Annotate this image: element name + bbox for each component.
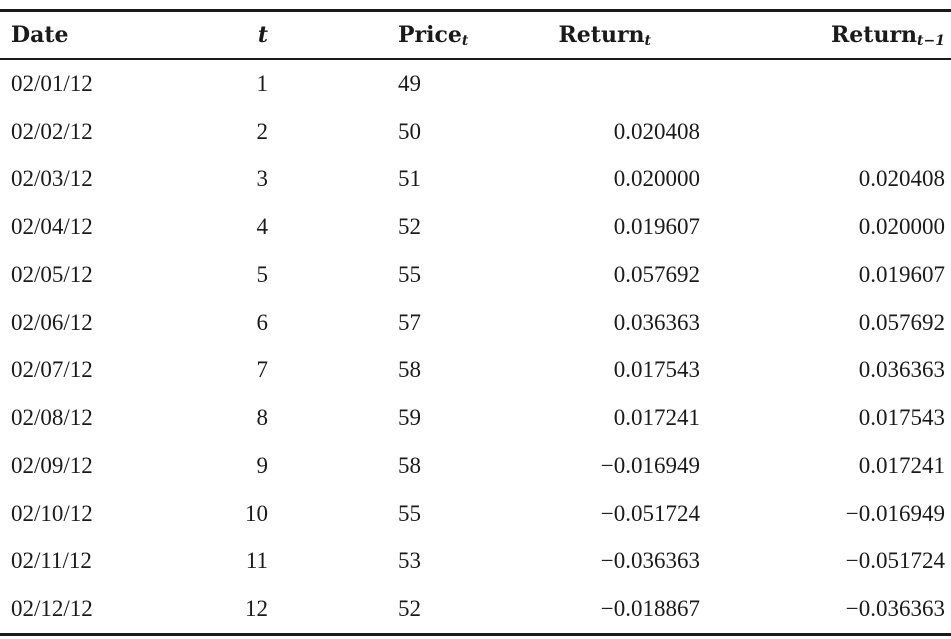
cell-price: 55: [398, 261, 421, 287]
cell-t: 7: [256, 357, 269, 383]
cell-return-lag: −0.051724: [845, 548, 945, 574]
cell-t: 5: [256, 261, 269, 287]
cell-return-lag: 0.017543: [858, 405, 945, 431]
header-return-lag: Returnt−1: [831, 22, 945, 49]
table-row: 02/09/12 9 58 −0.016949 0.017241: [0, 442, 951, 490]
cell-t: 8: [256, 405, 269, 431]
cell-return-lag: 0.057692: [858, 309, 945, 335]
cell-return-lag: 0.020408: [858, 166, 945, 192]
cell-price-return-group: 55 0.057692: [268, 251, 700, 299]
cell-return: 0.017543: [613, 357, 700, 383]
cell-price: 52: [398, 596, 421, 622]
cell-date: 02/10/12: [11, 500, 93, 526]
header-t: t: [257, 22, 268, 48]
cell-date: 02/11/12: [11, 548, 92, 574]
cell-return: 0.036363: [613, 309, 700, 335]
cell-return: 0.020408: [613, 118, 700, 144]
cell-return: 0.020000: [613, 166, 700, 192]
cell-date: 02/01/12: [11, 70, 93, 96]
cell-return: −0.018867: [600, 596, 700, 622]
cell-t: 4: [256, 214, 269, 240]
header-rule: [0, 58, 951, 60]
cell-price: 58: [398, 452, 421, 478]
cell-return-lag: 0.020000: [858, 214, 945, 240]
cell-price-return-group: 52 0.019607: [268, 203, 700, 251]
table-row: 02/05/12 5 55 0.057692 0.019607: [0, 251, 951, 299]
header-date: Date: [11, 22, 69, 48]
cell-price: 57: [398, 309, 421, 335]
table-row: 02/08/12 8 59 0.017241 0.017543: [0, 394, 951, 442]
cell-price-return-group: 58 −0.016949: [268, 442, 700, 490]
cell-price: 59: [398, 405, 421, 431]
table-row: 02/07/12 7 58 0.017543 0.036363: [0, 347, 951, 395]
table-row: 02/10/12 10 55 −0.051724 −0.016949: [0, 490, 951, 538]
cell-price: 53: [398, 548, 421, 574]
cell-date: 02/03/12: [11, 166, 93, 192]
cell-date: 02/08/12: [11, 405, 93, 431]
cell-return: 0.017241: [613, 405, 700, 431]
table-row: 02/12/12 12 52 −0.018867 −0.036363: [0, 585, 951, 633]
cell-return-lag: 0.019607: [858, 261, 945, 287]
table-row: 02/06/12 6 57 0.036363 0.057692: [0, 299, 951, 347]
cell-price-return-group: 55 −0.051724: [268, 490, 700, 538]
header-return: Pricet Returnt: [398, 22, 651, 49]
cell-t: 9: [256, 452, 269, 478]
cell-t: 12: [245, 596, 268, 622]
cell-return: −0.036363: [600, 548, 700, 574]
cell-return-lag: −0.016949: [845, 500, 945, 526]
cell-t: 2: [256, 118, 269, 144]
cell-return-lag: 0.017241: [858, 452, 945, 478]
cell-date: 02/04/12: [11, 214, 93, 240]
cell-return-lag: −0.036363: [845, 596, 945, 622]
bottom-rule: [0, 633, 951, 636]
cell-price-return-group: 59 0.017241: [268, 394, 700, 442]
cell-date: 02/06/12: [11, 309, 93, 335]
cell-price: 51: [398, 166, 421, 192]
table-row: 02/01/12 1 49: [0, 60, 951, 108]
cell-t: 6: [256, 309, 269, 335]
cell-return-lag: [700, 108, 951, 156]
table-row: 02/03/12 3 51 0.020000 0.020408: [0, 156, 951, 204]
cell-return-lag: 0.036363: [858, 357, 945, 383]
header-row: Date t Pricet Returnt Returnt−1: [0, 12, 951, 58]
cell-t: 11: [245, 548, 268, 574]
cell-return: 0.019607: [613, 214, 700, 240]
cell-t: 10: [245, 500, 268, 526]
cell-date: 02/05/12: [11, 261, 93, 287]
cell-return-lag: [700, 60, 951, 108]
cell-date: 02/07/12: [11, 357, 93, 383]
cell-price-return-group: 58 0.017543: [268, 347, 700, 395]
table-row: 02/11/12 11 53 −0.036363 −0.051724: [0, 538, 951, 586]
cell-price-return-group: 49: [268, 60, 700, 108]
cell-price-return-group: 51 0.020000: [268, 156, 700, 204]
cell-date: 02/09/12: [11, 452, 93, 478]
returns-table-body: 02/01/12 1 49 02/02/12 2 50 0.020408 02/03/12 3 5…: [0, 60, 951, 633]
cell-price: 50: [398, 118, 421, 144]
cell-date: 02/02/12: [11, 118, 93, 144]
cell-return: 0.057692: [613, 261, 700, 287]
cell-price: 55: [398, 500, 421, 526]
cell-date: 02/12/12: [11, 596, 93, 622]
cell-price-return-group: 53 −0.036363: [268, 538, 700, 586]
top-rule: [0, 9, 951, 12]
cell-t: 3: [256, 166, 269, 192]
cell-price-return-group: 57 0.036363: [268, 299, 700, 347]
cell-t: 1: [256, 70, 269, 96]
table-row: 02/02/12 2 50 0.020408: [0, 108, 951, 156]
returns-table: Date t Pricet Returnt Returnt−1: [0, 12, 951, 58]
cell-price: 58: [398, 357, 421, 383]
returns-table-container: Date t Pricet Returnt Returnt−1 02/01/12…: [0, 9, 951, 636]
cell-price-return-group: 50 0.020408: [268, 108, 700, 156]
table-row: 02/04/12 4 52 0.019607 0.020000: [0, 203, 951, 251]
cell-return: −0.051724: [600, 500, 700, 526]
header-price-label: Pricet: [398, 22, 469, 49]
cell-return: −0.016949: [600, 452, 700, 478]
cell-price: 49: [398, 70, 421, 96]
cell-price-return-group: 52 −0.018867: [268, 585, 700, 633]
cell-price: 52: [398, 214, 421, 240]
